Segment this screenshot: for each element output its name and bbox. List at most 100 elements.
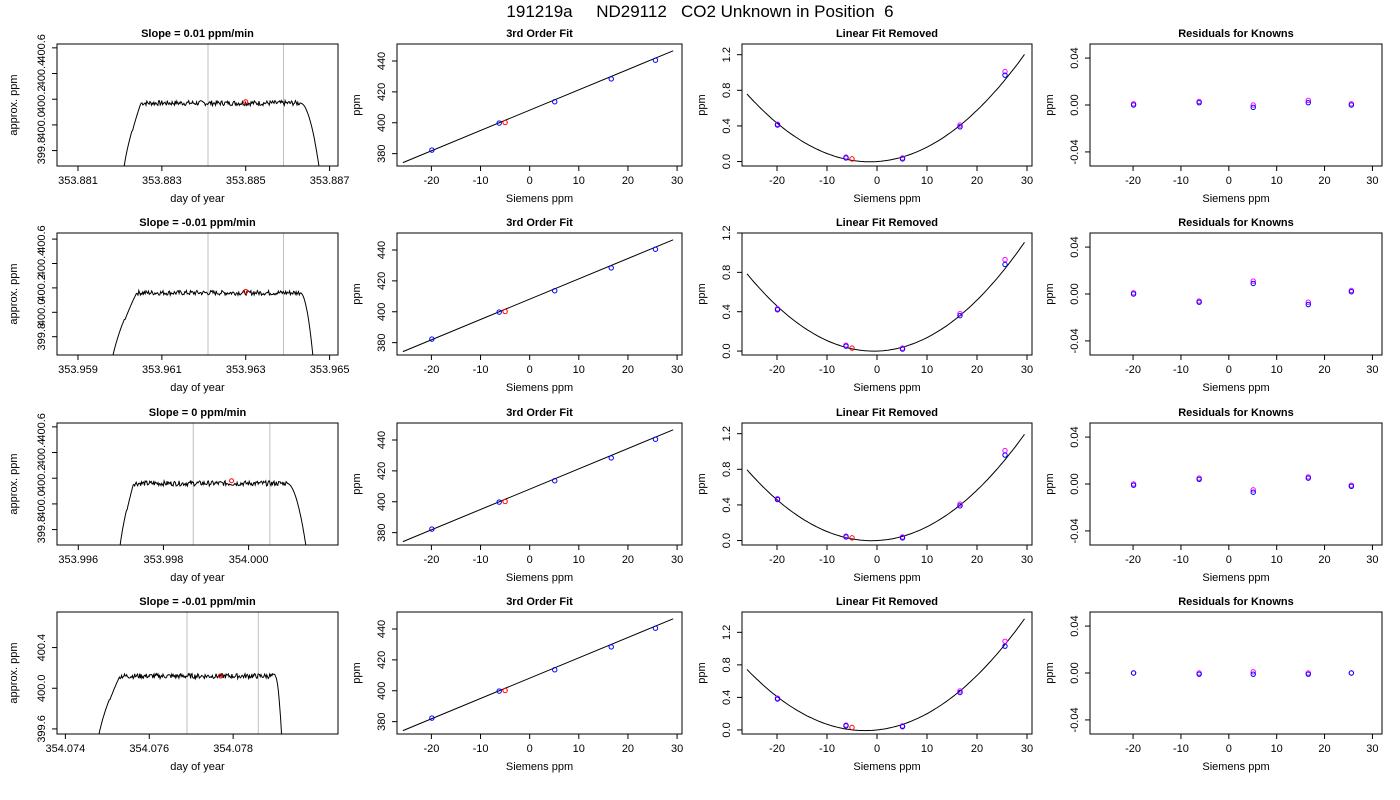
x-tick-label: 353.881 [58,175,98,187]
y-tick-label: 0.8 [721,83,733,98]
x-tick-label: 0 [1226,364,1232,376]
panel-r3c4: Residuals for Knowns -20 -10 0 10 20 30 -0.04 0.… [1044,407,1383,584]
sample-marker [243,289,249,295]
trace-line [123,98,320,166]
x-axis-label: day of year [170,761,225,773]
fit-line [402,239,674,353]
panel-title: Linear Fit Removed [836,217,938,229]
x-tick-label: 10 [1271,364,1283,376]
y-axis-label: approx. ppm [8,642,20,703]
plot-frame [741,422,1033,546]
y-tick-label: 0.04 [1069,615,1081,636]
y-axis-label: ppm [696,473,708,494]
known-point [1305,301,1311,308]
y-axis-label: ppm [1044,94,1056,115]
x-tick-label: 30 [1366,364,1378,376]
y-axis-label: ppm [1044,473,1056,494]
y-tick-label: 440 [376,241,388,259]
unknown-point [502,119,508,126]
x-tick-label: 20 [971,554,983,566]
x-tick-label: 0 [874,364,880,376]
x-tick-label: -20 [769,175,785,187]
plot-area [123,44,320,166]
y-tick-label: 380 [376,523,388,541]
x-tick-label: -10 [473,554,489,566]
y-axis-label: ppm [1044,662,1056,683]
known-point [1348,102,1355,108]
panel-r3c2: 3rd Order Fit -20 -10 0 10 20 30 380 400 420 440 Si… [351,407,683,584]
panel-r1c2: 3rd Order Fit -20 -10 0 10 20 30 380 400 420 440 Si… [351,28,683,205]
x-tick-label: 353.965 [310,364,350,376]
plot-area [1130,278,1355,308]
x-tick-label: -10 [473,364,489,376]
known-point [652,57,659,63]
known-point [1348,288,1355,295]
known-point [1250,671,1256,677]
known-point-alt [1305,299,1311,305]
sample-marker [243,99,249,105]
known-point [608,265,614,271]
y-tick-label: 400.0 [36,111,48,139]
x-tick-label: -20 [769,364,785,376]
known-point [1196,476,1202,483]
y-tick-label: 0.0 [721,533,733,548]
x-tick-label: 30 [671,743,683,755]
known-point [843,155,849,161]
x-tick-label: 20 [622,554,634,566]
plot-area [402,50,674,164]
x-tick-label: 0 [527,743,533,755]
x-tick-label: 10 [573,554,585,566]
plot-area [1130,97,1355,111]
y-tick-label: 400 [376,303,388,321]
known-point [1250,489,1256,495]
panel-r3c3: Linear Fit Removed -20 -10 0 10 20 30 0.0 0.4 0.8… [696,407,1033,584]
known-point [429,526,435,532]
known-point-alt [957,310,963,317]
y-axis-label: ppm [1044,283,1056,304]
known-point [1305,99,1311,106]
y-tick-label: 0.8 [721,657,733,672]
panel-title: Residuals for Knowns [1178,596,1294,608]
known-point [652,625,659,631]
trace-line [112,288,314,355]
plot-area [746,618,1025,732]
x-axis-label: day of year [170,572,225,584]
panel-r2c3: Linear Fit Removed -20 -10 0 10 20 30 0.0 0.4 0.8… [696,217,1033,394]
x-tick-label: 10 [573,175,585,187]
plot-area [746,54,1025,163]
known-point-alt [1250,278,1256,284]
known-point [843,723,849,729]
x-tick-label: 30 [671,364,683,376]
y-axis-label: approx. ppm [8,74,20,135]
trace-line [119,479,307,545]
sample-marker [218,673,224,679]
y-tick-label: 420 [376,462,388,480]
plot-area [402,239,674,353]
y-axis-label: ppm [351,662,363,683]
panel-title: Linear Fit Removed [836,407,938,419]
y-tick-label: 0.04 [1069,236,1081,257]
known-point [899,723,906,730]
fit-curve [746,618,1025,732]
x-tick-label: 10 [1271,743,1283,755]
known-point [774,696,781,702]
x-tick-label: -10 [819,554,835,566]
y-tick-label: 1.2 [721,225,733,240]
x-tick-label: -10 [473,743,489,755]
y-tick-label: 420 [376,651,388,669]
y-tick-label: 0.0 [721,154,733,169]
known-point [774,307,781,313]
y-tick-label: 400 [376,682,388,700]
panel-title: 3rd Order Fit [506,28,573,40]
x-tick-label: 20 [1318,175,1330,187]
trace-line [98,672,283,734]
x-tick-label: -10 [1173,175,1189,187]
panel-r4c2: 3rd Order Fit -20 -10 0 10 20 30 380 400 420 440 Si… [351,596,683,773]
known-point [496,688,502,694]
known-point [429,336,435,342]
x-axis-label: Siemens ppm [1202,382,1269,394]
y-tick-label: -0.04 [1069,328,1081,353]
y-tick-label: 400.4 [36,634,48,662]
known-point [1348,670,1355,676]
